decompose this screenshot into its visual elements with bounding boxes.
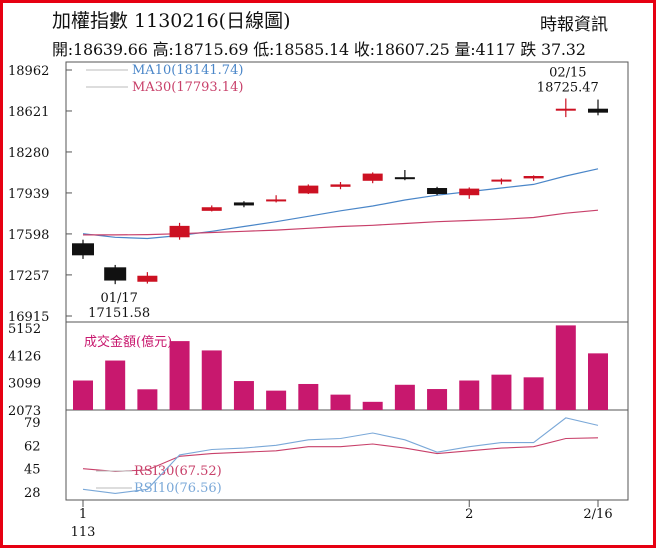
- volume-bar: [73, 380, 93, 410]
- candle-body: [201, 207, 222, 211]
- source-label: 時報資訊: [540, 15, 608, 35]
- ma-line-1: [83, 209, 599, 236]
- candle-body: [330, 184, 351, 187]
- price-annotation: 01/17: [100, 291, 137, 306]
- ma-legend-label: MA30(17793.14): [132, 80, 243, 95]
- volume-bar: [362, 401, 383, 410]
- candle-body: [588, 108, 608, 113]
- rsi-line-1: [82, 417, 599, 494]
- rsi-legend-label: RSI10(76.56): [134, 481, 222, 496]
- price-tick-label: 18962: [8, 64, 49, 79]
- volume-bar: [523, 377, 544, 410]
- volume-bar: [394, 384, 415, 410]
- x-tick-label: 2/16: [583, 507, 612, 522]
- rsi-tick-label: 62: [24, 439, 41, 454]
- chart-title: 加權指數 1130216(日線圖): [52, 10, 291, 32]
- price-tick-label: 17598: [8, 228, 49, 243]
- volume-bar: [266, 390, 287, 410]
- x-tick-label: 1: [79, 507, 87, 522]
- candle-body: [137, 275, 158, 282]
- candle-body: [427, 188, 448, 195]
- price-annotation: 17151.58: [88, 306, 150, 321]
- volume-tick-label: 5152: [8, 322, 41, 337]
- volume-bar: [555, 325, 576, 410]
- ohlc-summary: 開:18639.66 高:18715.69 低:18585.14 收:18607…: [52, 40, 586, 59]
- volume-title: 成交金額(億元): [84, 334, 172, 350]
- candle-body: [266, 199, 287, 202]
- volume-bar: [298, 383, 319, 410]
- price-annotation: 02/15: [549, 65, 586, 80]
- candle-body: [104, 267, 127, 281]
- volume-bar: [137, 389, 158, 410]
- volume-bar: [233, 381, 254, 410]
- ma-legend-label: MA10(18141.74): [132, 63, 243, 78]
- candle-body: [491, 179, 512, 182]
- candle-body: [555, 108, 576, 111]
- x-tick-label: 2: [465, 507, 473, 522]
- volume-tick-label: 3099: [8, 377, 41, 392]
- x-tick-label: 113: [71, 525, 96, 540]
- rsi-line-0: [82, 437, 599, 472]
- rsi-tick-label: 28: [24, 486, 41, 501]
- rsi-tick-label: 45: [24, 463, 41, 478]
- candle-body: [233, 202, 254, 206]
- volume-bar: [459, 380, 480, 410]
- candle-body: [523, 175, 544, 179]
- candle-body: [394, 177, 415, 180]
- volume-bar: [427, 389, 448, 410]
- price-annotation: 18725.47: [537, 80, 599, 95]
- candle-body: [362, 173, 383, 181]
- rsi-tick-label: 79: [24, 416, 41, 431]
- price-tick-label: 17939: [8, 187, 49, 202]
- volume-bar: [105, 360, 126, 410]
- candle-body: [169, 225, 190, 238]
- candle-body: [298, 185, 319, 194]
- candle-body: [72, 243, 94, 256]
- volume-bar: [588, 353, 608, 410]
- price-tick-label: 18621: [8, 105, 49, 120]
- rsi-legend-label: RSI30(67.52): [134, 464, 222, 479]
- volume-bar: [491, 374, 512, 410]
- price-panel: [65, 61, 629, 323]
- volume-bar: [201, 350, 222, 410]
- volume-bar: [330, 394, 351, 410]
- ma-line-0: [82, 168, 599, 240]
- volume-tick-label: 2073: [8, 404, 41, 419]
- volume-tick-label: 4126: [8, 349, 41, 364]
- price-tick-label: 16915: [8, 310, 49, 325]
- volume-bar: [169, 341, 190, 410]
- candle-body: [459, 188, 480, 196]
- price-tick-label: 17257: [8, 269, 49, 284]
- price-tick-label: 18280: [8, 146, 49, 161]
